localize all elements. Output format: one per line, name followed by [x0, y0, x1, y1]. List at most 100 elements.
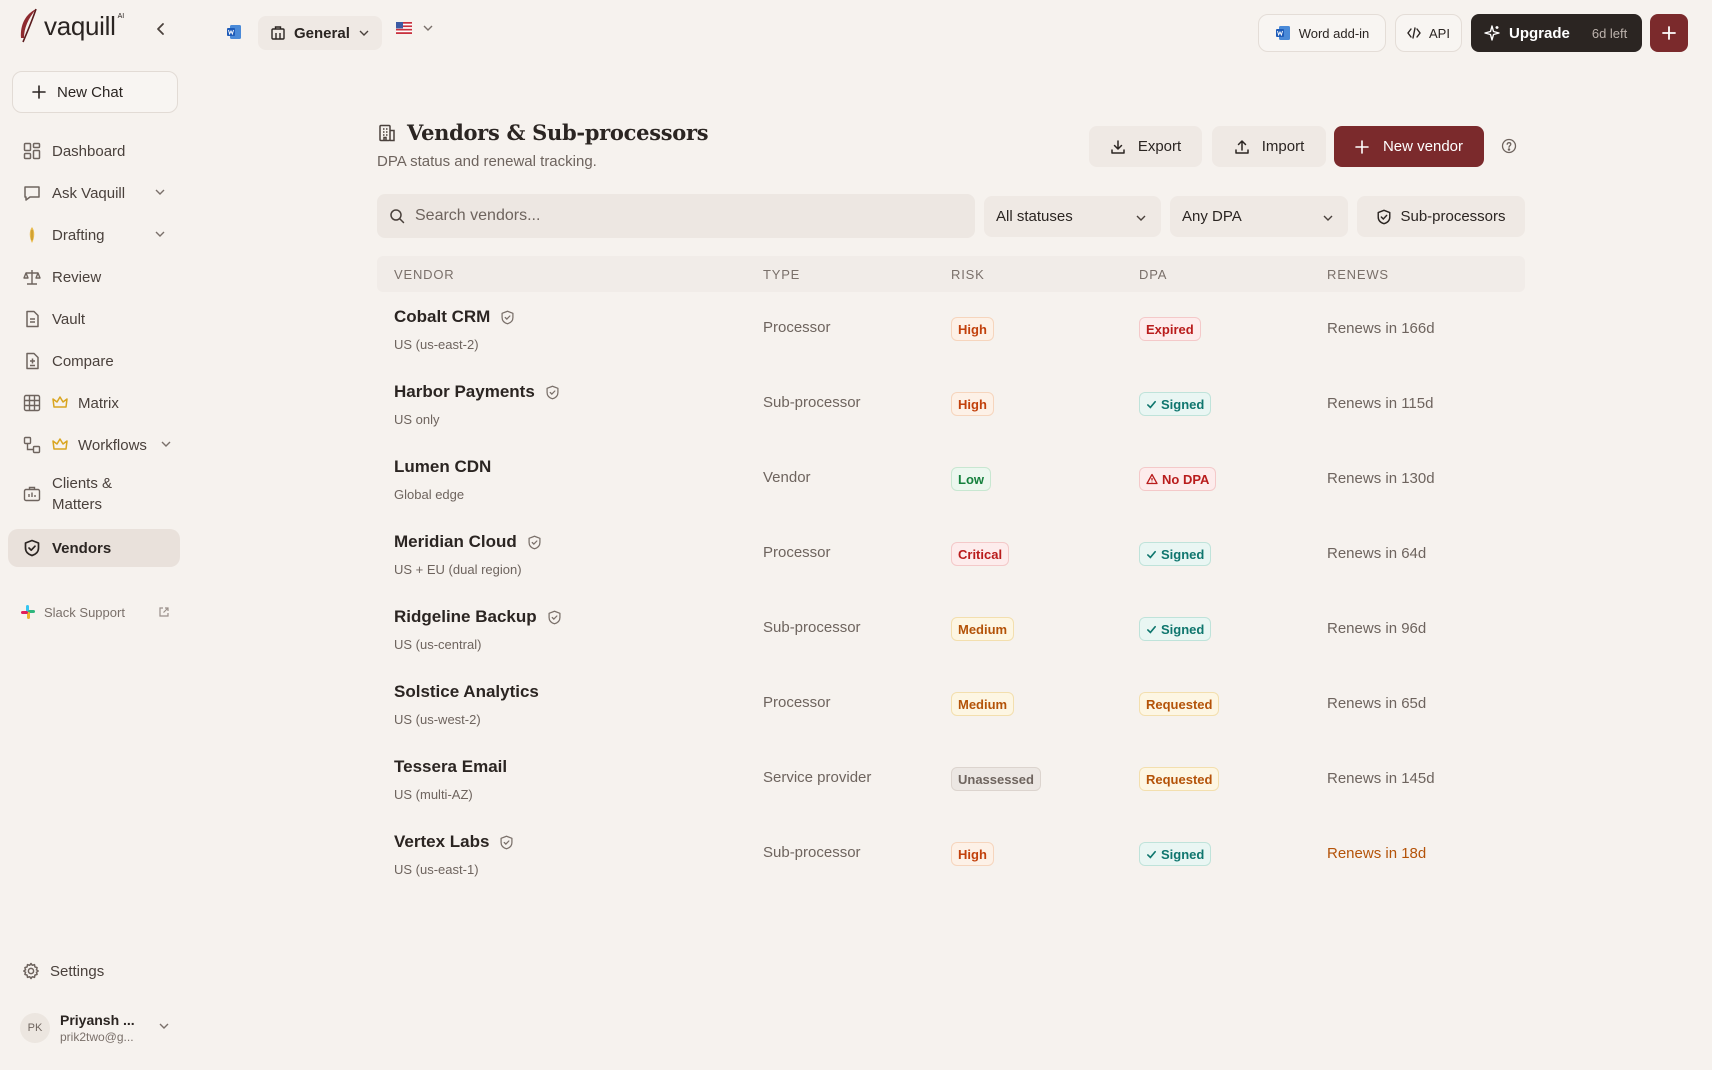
shield-check-icon [22, 538, 42, 558]
new-vendor-button[interactable]: New vendor [1334, 126, 1484, 167]
dpa-status-label: Signed [1161, 546, 1205, 562]
user-email: prik2two@g... [60, 1030, 134, 1044]
sidebar-item-label: Ask Vaquill [52, 184, 126, 202]
chevron-down-icon [1136, 215, 1146, 221]
vendor-type: Sub-processor [763, 844, 861, 861]
vendor-name-cell[interactable]: Vertex Labs [394, 832, 514, 852]
brand-logo[interactable]: vaquill AI [16, 8, 124, 44]
subprocessors-toggle[interactable]: Sub-processors [1357, 196, 1525, 237]
table-row[interactable]: Cobalt CRM US (us-east-2) Processor High Exp… [377, 293, 1525, 368]
search-icon [390, 209, 405, 224]
vendor-name-cell[interactable]: Meridian Cloud [394, 532, 542, 552]
warning-icon [1146, 473, 1158, 485]
status-filter-select[interactable]: All statuses [984, 196, 1161, 237]
region-select[interactable] [396, 22, 434, 34]
collapse-sidebar-icon[interactable] [152, 20, 170, 38]
column-header-dpa[interactable]: DPA [1139, 267, 1168, 282]
user-menu[interactable]: PK Priyansh ... prik2two@g... [20, 1006, 170, 1050]
export-button[interactable]: Export [1089, 126, 1202, 167]
document-icon [22, 309, 42, 329]
risk-badge: Medium [951, 692, 1015, 716]
table-row[interactable]: Vertex Labs US (us-east-1) Sub-processor Hi… [377, 818, 1525, 893]
sidebar-item-vendors[interactable]: Vendors [8, 529, 180, 567]
vendor-location: Global edge [394, 487, 465, 502]
sidebar-item-vault[interactable]: Vault [8, 300, 180, 338]
dpa-status-label: Requested [1146, 696, 1213, 712]
vendor-type: Sub-processor [763, 619, 861, 636]
risk-badge: High [951, 842, 994, 866]
sidebar-item-label: Dashboard [52, 142, 126, 160]
help-icon[interactable] [1501, 138, 1517, 154]
chat-bubble-icon [22, 183, 42, 203]
chevron-down-icon[interactable] [154, 186, 166, 198]
vendor-name-cell[interactable]: Lumen CDN [394, 457, 491, 477]
table-row[interactable]: Solstice Analytics US (us-west-2) Processo… [377, 668, 1525, 743]
column-header-type[interactable]: TYPE [763, 267, 801, 282]
renewal-date: Renews in 18d [1327, 845, 1427, 862]
table-row[interactable]: Lumen CDN Global edge Vendor Low No DPA Renew… [377, 443, 1525, 518]
settings-button[interactable]: Settings [8, 952, 180, 990]
crown-icon [52, 396, 68, 408]
sidebar-item-ask-vaquill[interactable]: Ask Vaquill [8, 174, 180, 212]
search-box [377, 194, 975, 238]
sidebar-item-clients-matters[interactable]: Clients & Matters [8, 469, 180, 519]
sidebar-item-review[interactable]: Review [8, 258, 180, 296]
vendor-name-cell[interactable]: Solstice Analytics [394, 682, 539, 702]
sidebar-item-dashboard[interactable]: Dashboard [8, 132, 180, 170]
risk-badge-label: Low [958, 471, 984, 487]
grid-icon [22, 393, 42, 413]
check-icon [1147, 625, 1156, 634]
table-row[interactable]: Harbor Payments US only Sub-processor High S… [377, 368, 1525, 443]
vendor-name-cell[interactable]: Tessera Email [394, 757, 507, 777]
sidebar-item-label: Workflows [78, 436, 147, 454]
column-header-risk[interactable]: RISK [951, 267, 985, 282]
table-row[interactable]: Tessera Email US (multi-AZ) Service provid… [377, 743, 1525, 818]
sidebar-item-label: Vault [52, 310, 86, 328]
column-header-renews[interactable]: RENEWS [1327, 267, 1389, 282]
page-title: Vendors & Sub-processors [407, 120, 709, 145]
vendor-name-cell[interactable]: Harbor Payments [394, 382, 560, 402]
sidebar-item-workflows[interactable]: Workflows [8, 426, 180, 464]
dpa-status-badge: Signed [1139, 617, 1212, 641]
vendor-name-cell[interactable]: Cobalt CRM [394, 307, 515, 327]
sidebar-item-drafting[interactable]: Drafting [8, 216, 180, 254]
sidebar-item-label: Vendors [52, 539, 112, 557]
vendor-name: Ridgeline Backup [394, 607, 537, 626]
export-label: Export [1137, 138, 1182, 155]
new-chat-button[interactable]: New Chat [12, 71, 178, 113]
workspace-select[interactable]: General [258, 16, 382, 50]
table-row[interactable]: Meridian Cloud US + EU (dual region) Proce… [377, 518, 1525, 593]
risk-badge-label: Medium [958, 696, 1008, 712]
shield-check-icon [1377, 209, 1391, 224]
search-input[interactable] [415, 207, 955, 225]
vendor-location: US (us-east-2) [394, 337, 479, 352]
upgrade-button[interactable]: Upgrade 6d left [1471, 14, 1642, 52]
user-name: Priyansh ... [60, 1012, 135, 1028]
add-button[interactable] [1650, 14, 1688, 52]
workflow-icon [22, 435, 42, 455]
word-doc-icon[interactable] [226, 24, 242, 40]
slack-support-link[interactable]: Slack Support [20, 604, 170, 620]
subprocessors-label: Sub-processors [1400, 208, 1506, 225]
renewal-date: Renews in 115d [1327, 395, 1434, 412]
vendor-name-cell[interactable]: Ridgeline Backup [394, 607, 562, 627]
column-header-vendor[interactable]: VENDOR [394, 267, 455, 282]
status-filter-label: All statuses [996, 208, 1073, 225]
chevron-down-icon[interactable] [154, 228, 166, 240]
verified-shield-icon [528, 535, 541, 549]
sparkle-icon [1484, 25, 1500, 41]
table-row[interactable]: Ridgeline Backup US (us-central) Sub-proce… [377, 593, 1525, 668]
sidebar-item-matrix[interactable]: Matrix [8, 384, 180, 422]
word-addin-button[interactable]: Word add-in [1258, 14, 1386, 52]
dpa-filter-select[interactable]: Any DPA [1170, 196, 1348, 237]
chevron-down-icon[interactable] [160, 438, 172, 450]
api-button[interactable]: API [1395, 14, 1462, 52]
sidebar-item-compare[interactable]: Compare [8, 342, 180, 380]
building-icon [379, 124, 395, 141]
import-button[interactable]: Import [1212, 126, 1326, 167]
risk-badge: Critical [951, 542, 1010, 566]
upgrade-label: Upgrade [1509, 24, 1570, 42]
dpa-status-label: Signed [1161, 621, 1205, 637]
dpa-status-badge: Expired [1139, 317, 1201, 341]
dpa-status-label: Requested [1146, 771, 1213, 787]
